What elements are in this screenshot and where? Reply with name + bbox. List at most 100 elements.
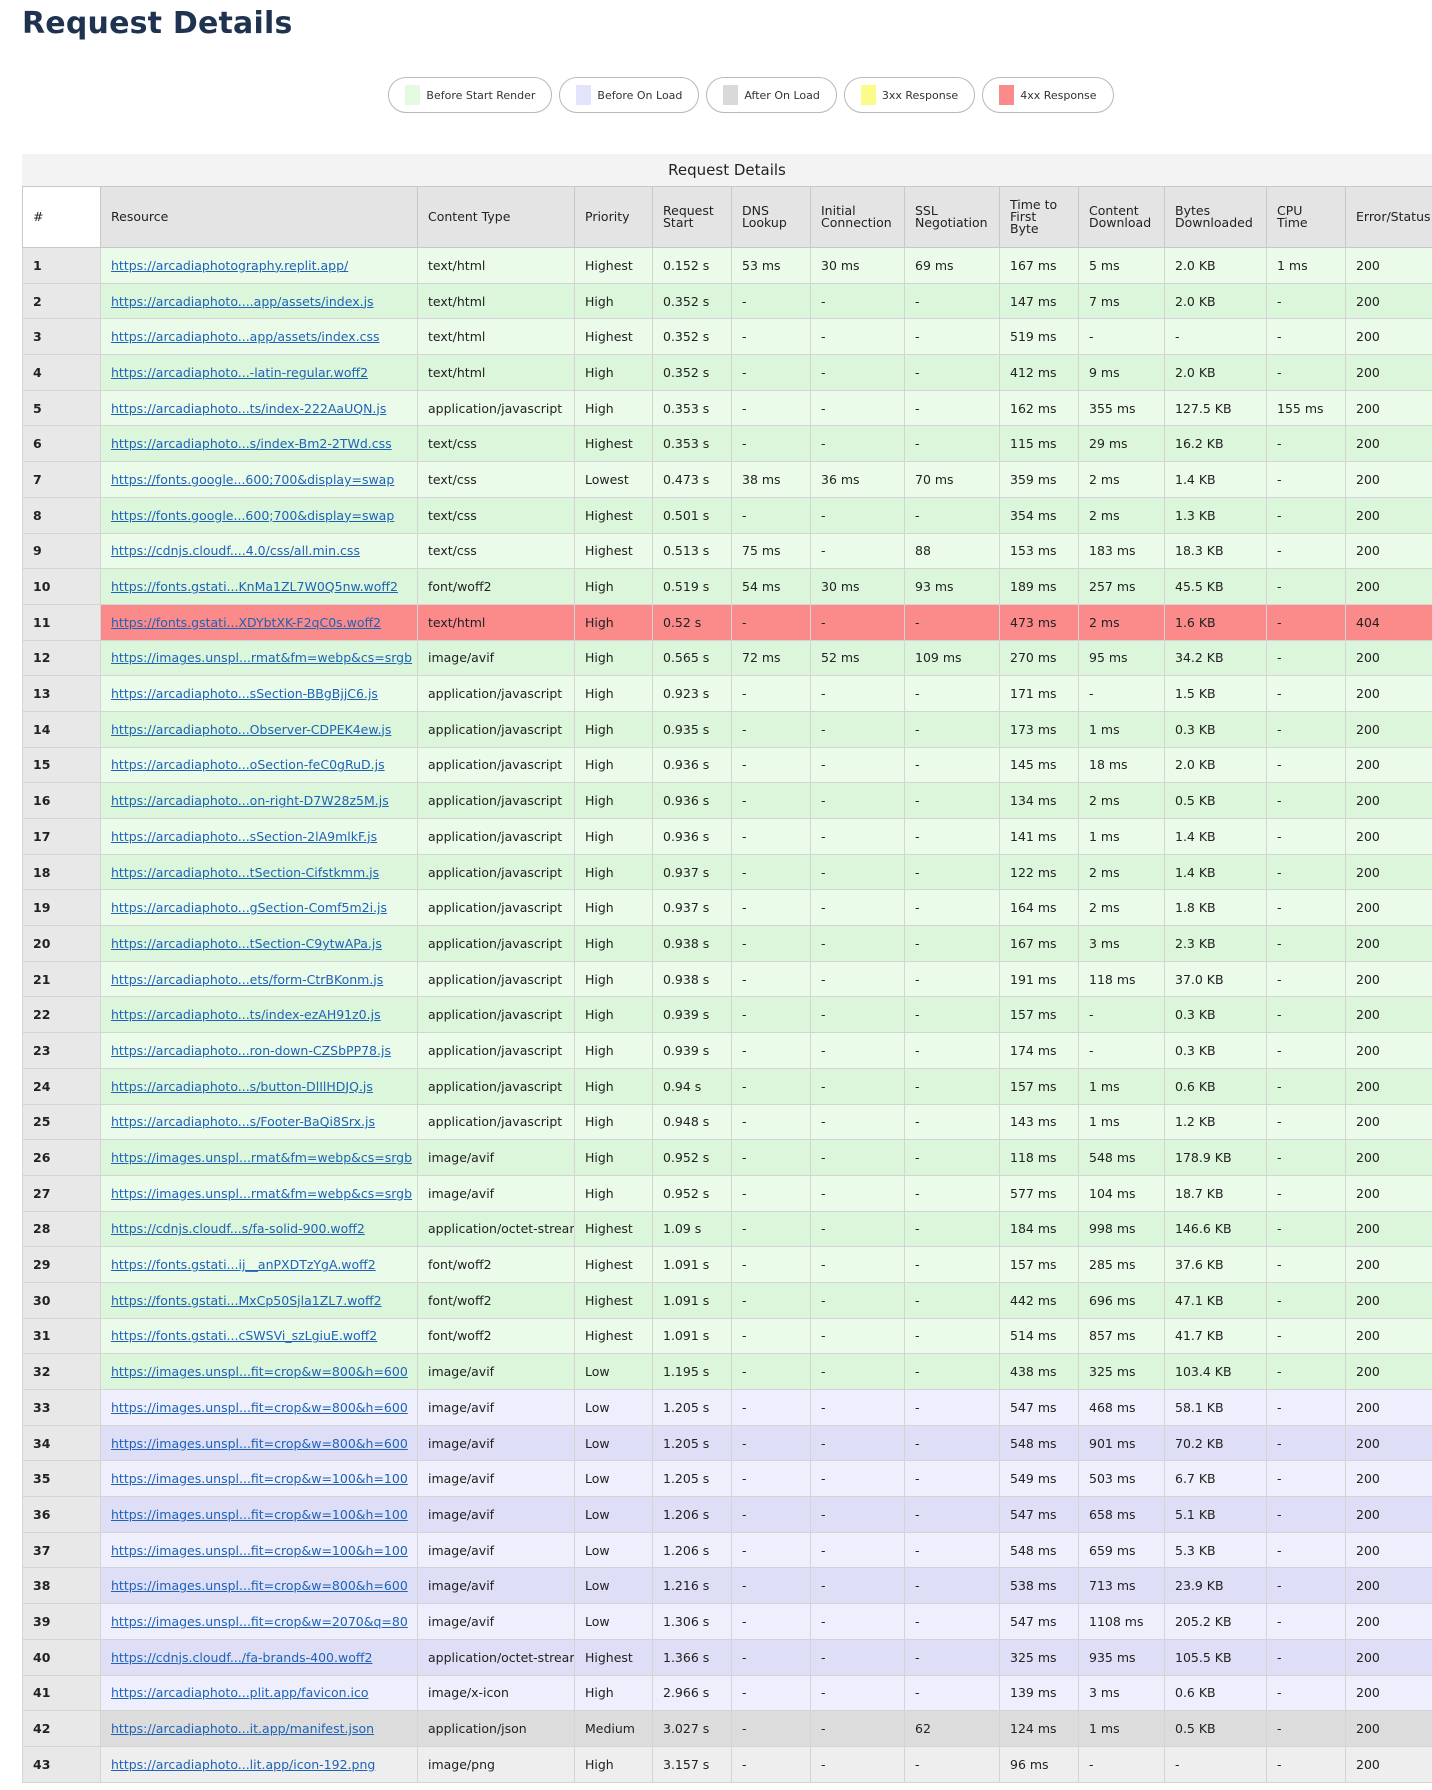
status-code-cell: 200 bbox=[1345, 282, 1432, 320]
resource-link[interactable]: https://arcadiaphoto...ts/index-ezAH91z0… bbox=[111, 1007, 381, 1023]
header-resource: Resource bbox=[100, 186, 418, 248]
content-download-cell: 183 ms bbox=[1078, 532, 1165, 570]
resource-link[interactable]: https://arcadiaphoto...tSection-C9ytwAPa… bbox=[111, 935, 382, 951]
ttfb-cell: 122 ms bbox=[999, 853, 1079, 891]
resource-link[interactable]: https://arcadiaphoto...gSection-Comf5m2i… bbox=[111, 900, 388, 916]
ssl-negotiation-cell: 62 bbox=[904, 1710, 1000, 1747]
resource-link[interactable]: https://arcadiaphoto...it.app/manifest.j… bbox=[111, 1721, 375, 1737]
legend-item: After On Load bbox=[706, 77, 837, 113]
resource-link[interactable]: https://images.unspl...fit=crop&w=800&h=… bbox=[111, 1578, 408, 1594]
resource-cell: https://arcadiaphoto...s/button-DlIlHDJQ… bbox=[100, 1067, 418, 1105]
resource-link[interactable]: https://fonts.gstati...XDYbtXK-F2qC0s.wo… bbox=[111, 614, 382, 630]
priority-cell: Highest bbox=[574, 1210, 653, 1248]
ttfb-cell: 174 ms bbox=[999, 1032, 1079, 1069]
resource-link[interactable]: https://arcadiaphoto...-latin-regular.wo… bbox=[111, 364, 369, 380]
resource-link[interactable]: https://fonts.google...600;700&display=s… bbox=[111, 471, 395, 487]
resource-link[interactable]: https://arcadiaphoto...s/index-Bm2-2TWd.… bbox=[111, 436, 392, 452]
ttfb-cell: 143 ms bbox=[999, 1103, 1079, 1141]
initial-connection-cell: - bbox=[810, 782, 905, 819]
resource-link[interactable]: https://images.unspl...fit=crop&w=800&h=… bbox=[111, 1435, 408, 1451]
ssl-negotiation-cell: - bbox=[904, 1246, 1000, 1283]
request-start-cell: 0.939 s bbox=[652, 996, 732, 1034]
ssl-negotiation-cell: - bbox=[904, 1389, 1000, 1426]
resource-link[interactable]: https://images.unspl...fit=crop&w=100&h=… bbox=[111, 1471, 408, 1487]
ssl-negotiation-cell: - bbox=[904, 746, 1000, 784]
resource-link[interactable]: https://images.unspl...fit=crop&w=100&h=… bbox=[111, 1506, 408, 1522]
content-download-cell: 659 ms bbox=[1078, 1531, 1165, 1569]
dns-lookup-cell: - bbox=[731, 318, 811, 356]
request-details-table: # Resource Content Type Priority Request Sta… bbox=[22, 186, 1432, 1783]
resource-link[interactable]: https://fonts.gstati...cSWSVi_szLgiuE.wo… bbox=[111, 1328, 378, 1344]
resource-link[interactable]: https://cdnjs.cloudf...s/fa-solid-900.wo… bbox=[111, 1221, 365, 1237]
resource-link[interactable]: https://arcadiaphoto...s/Footer-BaQi8Srx… bbox=[111, 1114, 376, 1130]
resource-link[interactable]: https://arcadiaphoto...ron-down-CZSbPP78… bbox=[111, 1042, 391, 1058]
resource-link[interactable]: https://arcadiaphotography.replit.app/ bbox=[111, 257, 349, 273]
resource-link[interactable]: https://cdnjs.cloudf.../fa-brands-400.wo… bbox=[111, 1649, 373, 1665]
cpu-time-cell: - bbox=[1266, 282, 1346, 320]
ssl-negotiation-cell: 70 ms bbox=[904, 461, 1000, 498]
resource-cell: https://arcadiaphoto...app/assets/index.… bbox=[100, 318, 418, 356]
content-type-cell: application/javascript bbox=[417, 782, 575, 819]
table-row: 21 https://arcadiaphoto...ets/form-CtrBKo… bbox=[22, 960, 1432, 998]
resource-link[interactable]: https://fonts.gstati...KnMa1ZL7W0Q5nw.wo… bbox=[111, 579, 398, 595]
dns-lookup-cell: - bbox=[731, 425, 811, 463]
ttfb-cell: 547 ms bbox=[999, 1603, 1079, 1640]
ttfb-cell: 538 ms bbox=[999, 1567, 1079, 1605]
content-type-cell: application/javascript bbox=[417, 1103, 575, 1141]
legend-label: Before On Load bbox=[597, 88, 683, 102]
resource-link[interactable]: https://fonts.gstati...MxCp50Sjla1ZL7.wo… bbox=[111, 1292, 382, 1308]
resource-link[interactable]: https://arcadiaphoto...on-right-D7W28z5M… bbox=[111, 793, 389, 809]
resource-link[interactable]: https://arcadiaphoto...oSection-feC0gRuD… bbox=[111, 757, 385, 773]
initial-connection-cell: - bbox=[810, 1424, 905, 1462]
resource-link[interactable]: https://fonts.gstati...ij__anPXDTzYgA.wo… bbox=[111, 1257, 376, 1273]
content-type-cell: application/javascript bbox=[417, 675, 575, 712]
initial-connection-cell: - bbox=[810, 1103, 905, 1141]
bytes-downloaded-cell: 2.3 KB bbox=[1164, 925, 1267, 962]
content-type-cell: image/avif bbox=[417, 1603, 575, 1640]
resource-link[interactable]: https://arcadiaphoto...plit.app/favicon.… bbox=[111, 1685, 369, 1701]
resource-link[interactable]: https://images.unspl...rmat&fm=webp&cs=s… bbox=[111, 1185, 413, 1201]
bytes-downloaded-cell: 0.6 KB bbox=[1164, 1067, 1267, 1105]
resource-link[interactable]: https://arcadiaphoto...lit.app/icon-192.… bbox=[111, 1756, 376, 1772]
resource-link[interactable]: https://arcadiaphoto....app/assets/index… bbox=[111, 293, 374, 309]
priority-cell: Highest bbox=[574, 1638, 653, 1676]
resource-link[interactable]: https://images.unspl...fit=crop&w=800&h=… bbox=[111, 1364, 408, 1380]
resource-link[interactable]: https://arcadiaphoto...sSection-BBgBjjC6… bbox=[111, 686, 378, 702]
table-row: 35 https://images.unspl...fit=crop&w=100&… bbox=[22, 1460, 1432, 1498]
bytes-downloaded-cell: 1.4 KB bbox=[1164, 461, 1267, 498]
priority-cell: Highest bbox=[574, 425, 653, 463]
initial-connection-cell: - bbox=[810, 1496, 905, 1533]
content-type-cell: font/woff2 bbox=[417, 1317, 575, 1355]
status-code-cell: 200 bbox=[1345, 496, 1432, 534]
legend-swatch bbox=[999, 85, 1015, 105]
resource-link[interactable]: https://arcadiaphoto...ets/form-CtrBKonm… bbox=[111, 971, 384, 987]
bytes-downloaded-cell: - bbox=[1164, 1745, 1267, 1783]
resource-link[interactable]: https://arcadiaphoto...Observer-CDPEK4ew… bbox=[111, 721, 392, 737]
resource-link[interactable]: https://arcadiaphoto...ts/index-222AaUQN… bbox=[111, 400, 387, 416]
content-download-cell: - bbox=[1078, 1032, 1165, 1069]
resource-link[interactable]: https://images.unspl...fit=crop&w=800&h=… bbox=[111, 1399, 408, 1415]
row-number: 23 bbox=[22, 1032, 101, 1069]
resource-link[interactable]: https://arcadiaphoto...s/button-DlIlHDJQ… bbox=[111, 1078, 373, 1094]
resource-link[interactable]: https://arcadiaphoto...sSection-2lA9mlkF… bbox=[111, 828, 378, 844]
legend-swatch bbox=[723, 85, 739, 105]
row-number: 12 bbox=[22, 639, 101, 677]
resource-link[interactable]: https://images.unspl...fit=crop&w=2070&q… bbox=[111, 1613, 408, 1629]
resource-link[interactable]: https://images.unspl...fit=crop&w=100&h=… bbox=[111, 1542, 408, 1558]
dns-lookup-cell: - bbox=[731, 1674, 811, 1712]
resource-link[interactable]: https://arcadiaphoto...tSection-Cifstkmm… bbox=[111, 864, 380, 880]
ssl-negotiation-cell: - bbox=[904, 1460, 1000, 1498]
resource-link[interactable]: https://cdnjs.cloudf....4.0/css/all.min.… bbox=[111, 543, 360, 559]
priority-cell: Highest bbox=[574, 1246, 653, 1283]
resource-link[interactable]: https://images.unspl...rmat&fm=webp&cs=s… bbox=[111, 1150, 413, 1166]
resource-link[interactable]: https://arcadiaphoto...app/assets/index.… bbox=[111, 329, 380, 345]
row-number: 27 bbox=[22, 1174, 101, 1212]
cpu-time-cell: - bbox=[1266, 532, 1346, 570]
row-number: 20 bbox=[22, 925, 101, 962]
content-download-cell: 18 ms bbox=[1078, 746, 1165, 784]
ttfb-cell: 548 ms bbox=[999, 1424, 1079, 1462]
bytes-downloaded-cell: 0.5 KB bbox=[1164, 1710, 1267, 1747]
resource-link[interactable]: https://fonts.google...600;700&display=s… bbox=[111, 507, 395, 523]
resource-link[interactable]: https://images.unspl...rmat&fm=webp&cs=s… bbox=[111, 650, 413, 666]
resource-cell: https://arcadiaphoto...lit.app/icon-192.… bbox=[100, 1745, 418, 1783]
